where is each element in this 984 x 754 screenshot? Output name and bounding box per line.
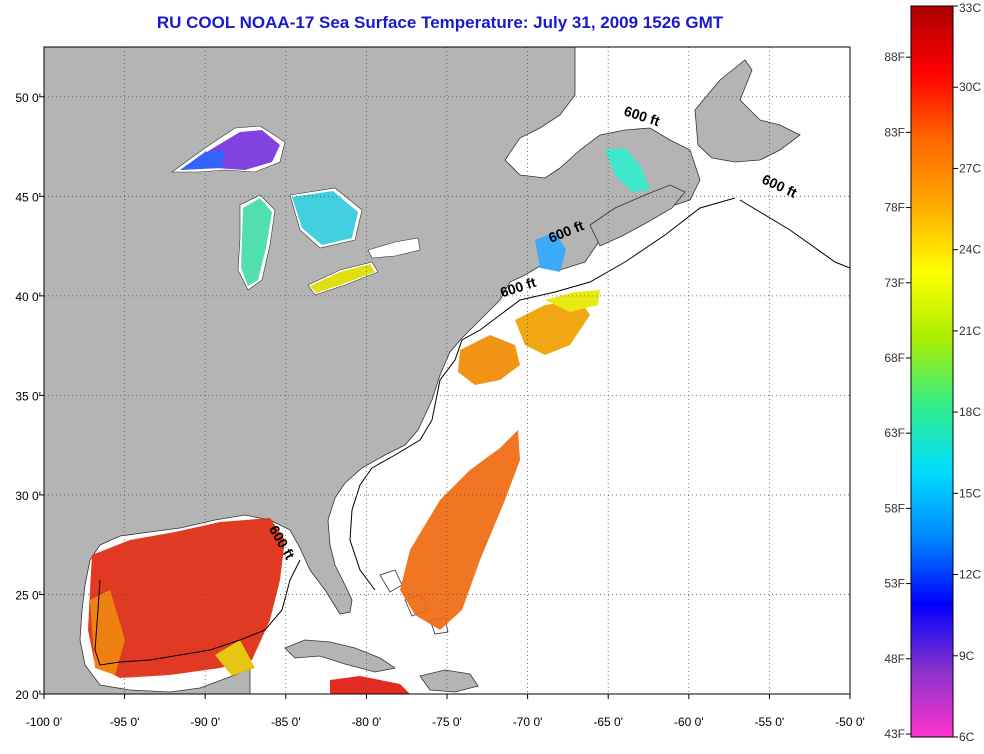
colorbar-celsius-label: 24C [959,243,981,257]
map-frame [43,46,851,695]
lon-tick-label: -65 0' [593,715,623,729]
colorbar-fahrenheit-label: 73F [884,276,905,290]
lake-ontario [367,237,421,259]
sst-gulf-west-warm [90,590,125,675]
colorbar-celsius-label: 27C [959,161,981,175]
longitude-tick-labels: -100 0' -95 0' -90 0' -85 0' -80 0' -75 0' -70… [26,715,865,729]
lon-tick-label: -70 0' [513,715,543,729]
colorbar-fahrenheit-label: 43F [884,727,905,741]
lon-tick-label: -55 0' [755,715,785,729]
colorbar-celsius-label: 33C [959,1,981,15]
colorbar-fahrenheit-label: 78F [884,201,905,215]
latitude-tick-labels: 20 0' 25 0' 30 0' 35 0' 40 0' 45 0' 50 0' [15,91,41,702]
lon-tick-label: -60 0' [674,715,704,729]
colorbar-fahrenheit-label: 68F [884,351,905,365]
lon-tick-label: -90 0' [190,715,220,729]
sst-caribbean [330,676,410,694]
lat-tick-label: 30 0' [15,489,41,503]
colorbar-celsius-label: 21C [959,324,981,338]
lat-tick-label: 20 0' [15,688,41,702]
sst-yucatan-edge [215,640,255,676]
colorbar-fahrenheit-label: 83F [884,125,905,139]
land-north-america [44,47,701,694]
lat-tick-label: 25 0' [15,588,41,602]
lon-tick-label: -95 0' [110,715,140,729]
colorbar-fahrenheit-label: 58F [884,501,905,515]
colorbar-celsius-label: 18C [959,405,981,419]
lat-tick-label: 40 0' [15,290,41,304]
land-cuba [284,639,397,673]
land-hispaniola [419,669,479,693]
sst-gulf-of-maine [535,232,566,272]
sst-shelf-yellow [545,290,600,312]
colorbar-celsius-label: 6C [959,730,975,744]
lon-tick-label: -80 0' [352,715,382,729]
isobath-600ft-line [94,197,850,666]
sst-lake-michigan [241,198,272,286]
sst-gulf-of-mexico [88,518,285,678]
colorbar-celsius-label: 9C [959,649,975,663]
colorbar-celsius-label: 12C [959,568,981,582]
land-nova-scotia [589,184,686,247]
sst-gulf-stream-ne [515,300,590,355]
lon-tick-label: -100 0' [26,715,62,729]
sst-st-lawrence [605,148,650,192]
lat-tick-label: 50 0' [15,91,41,105]
colorbar-fahrenheit-labels: 88F 83F 78F 73F 68F 63F 58F 53F 48F 43F [884,50,911,741]
sst-atlantic-south [400,430,520,630]
sst-atlantic-mid [458,335,520,385]
lon-tick-label: -75 0' [432,715,462,729]
lat-lon-grid [39,47,851,699]
sst-lake-superior-west [180,150,225,170]
temperature-colorbar: 33C 30C 27C 24C 21C 18C 15C 12C 9C 6C 88F 83F 78F 73… [884,1,981,744]
colorbar-celsius-labels: 33C 30C 27C 24C 21C 18C 15C 12C 9C 6C [953,1,981,744]
sst-lake-erie [310,264,375,293]
colorbar-celsius-label: 30C [959,80,981,94]
colorbar-fahrenheit-label: 88F [884,50,905,64]
land-newfoundland [694,59,801,163]
colorbar-fahrenheit-label: 48F [884,652,905,666]
colorbar-fahrenheit-label: 53F [884,577,905,591]
lon-tick-label: -50 0' [835,715,865,729]
lat-tick-label: 45 0' [15,190,41,204]
colorbar-gradient [910,5,954,738]
map-title: RU COOL NOAA-17 Sea Surface Temperature:… [156,13,724,32]
colorbar-celsius-label: 15C [959,486,981,500]
lon-tick-label: -85 0' [271,715,301,729]
lat-tick-label: 35 0' [15,389,41,403]
sst-lake-huron [292,191,358,245]
colorbar-fahrenheit-label: 63F [884,426,905,440]
